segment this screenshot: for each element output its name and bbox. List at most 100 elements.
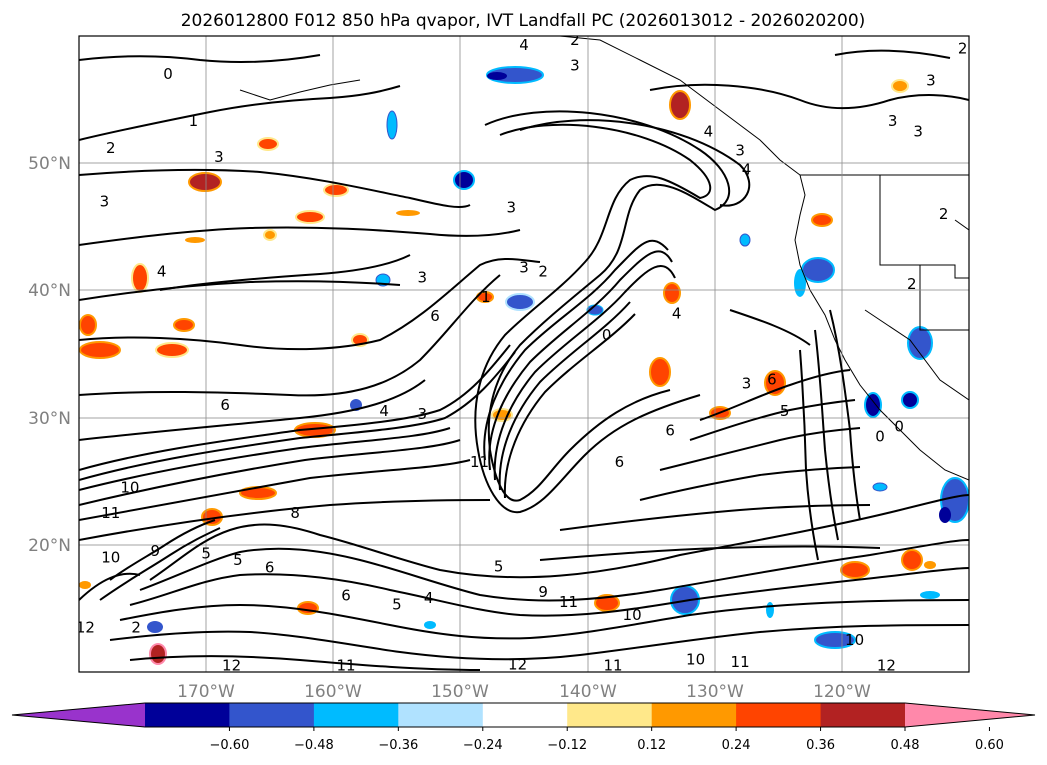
colorbar-tick-label: −0.48 [294, 738, 334, 753]
contour-label: 10 [623, 606, 642, 624]
coastlines [239, 36, 969, 481]
positive-anomaly-patch [323, 183, 349, 197]
contour-label: 6 [220, 396, 230, 414]
negative-anomaly-patch [147, 621, 163, 633]
contour-label: 3 [926, 72, 936, 90]
positive-anomaly-patch [263, 229, 277, 241]
contour-label: 11 [559, 593, 578, 611]
contour-label: 6 [341, 587, 351, 605]
colorbar-segment [398, 703, 484, 727]
colorbar-segment [567, 703, 653, 727]
positive-anomaly-patch [79, 314, 97, 336]
contour-label: 0 [875, 428, 885, 446]
contour-label: 6 [665, 421, 675, 439]
contour-label: 5 [780, 402, 790, 420]
positive-anomaly-patch [669, 90, 691, 120]
contour-label: 0 [894, 418, 904, 436]
negative-anomaly-patch [424, 621, 436, 629]
positive-anomaly-patch [924, 561, 936, 569]
contour-label: 4 [379, 402, 389, 420]
contour-label: 12 [76, 619, 95, 637]
contour-label: 2 [958, 40, 968, 58]
contour-label: 3 [214, 148, 224, 166]
contour-label: 9 [538, 583, 548, 601]
colorbar-tick-label: −0.60 [210, 738, 250, 753]
contour-label: 10 [845, 631, 864, 649]
negative-anomaly-patch [801, 257, 835, 283]
positive-anomaly-patch [79, 581, 91, 589]
positive-anomaly-patch [663, 282, 681, 304]
contour-label: 0 [602, 326, 612, 344]
contour-label: 10 [686, 650, 705, 668]
positive-anomaly-patch [173, 318, 195, 332]
contour-label: 3 [418, 269, 428, 287]
colorbar-segment [313, 703, 399, 727]
contour-label: 3 [888, 112, 898, 130]
negative-anomaly-patch [907, 326, 933, 360]
positive-anomaly-patch [257, 137, 279, 151]
contour-label: 3 [100, 192, 110, 210]
map-background [79, 36, 969, 672]
positive-anomaly-patch [185, 237, 205, 243]
contour-label: 6 [430, 307, 440, 325]
negative-anomaly-patch [814, 631, 856, 649]
contour-label: 12 [508, 655, 527, 673]
colorbar-tick-label: 0.12 [637, 738, 666, 753]
contour-label: 2 [106, 139, 116, 157]
positive-anomaly-patch [891, 79, 909, 93]
negative-anomaly-patch [920, 591, 940, 599]
contour-label: 5 [494, 557, 504, 575]
contour-label: 1 [189, 112, 199, 130]
positive-anomaly-patch [901, 549, 923, 571]
contour-label: 0 [163, 65, 173, 83]
colorbar-tick-label: 0.24 [722, 738, 751, 753]
longitude-labels: 170°W 160°W 150°W 140°W 130°W 120°W [177, 682, 871, 702]
negative-anomaly-patch [872, 482, 888, 492]
positive-anomaly-patch [149, 643, 167, 665]
colorbar-tick-label: −0.12 [547, 738, 587, 753]
positive-anomaly-patch [188, 172, 222, 192]
colorbar-extend-low [12, 703, 145, 727]
contour-label: 3 [742, 374, 752, 392]
negative-anomaly-patch [794, 269, 806, 297]
lat-label: 50°N [28, 154, 71, 174]
contour-label: 2 [538, 262, 548, 280]
contour-label: 3 [507, 199, 517, 217]
contour-label: 11 [470, 453, 489, 471]
colorbar-segment [820, 703, 906, 727]
positive-anomaly-patch [155, 342, 189, 358]
contour-label: 12 [222, 657, 241, 675]
contour-label: 5 [233, 551, 243, 569]
positive-anomaly-patch [840, 561, 870, 579]
colorbar-tick-label: 0.60 [975, 738, 1004, 753]
colorbar-segment [736, 703, 821, 727]
colorbar-segment [229, 703, 315, 727]
contour-label: 3 [519, 259, 529, 277]
contour-label: 3 [418, 405, 428, 423]
negative-anomaly-patch [487, 72, 507, 80]
lon-label: 160°W [304, 682, 362, 702]
negative-anomaly-patch [453, 170, 475, 190]
lon-label: 140°W [559, 682, 617, 702]
figure-title: 2026012800 F012 850 hPa qvapor, IVT Land… [181, 11, 866, 31]
lat-label: 30°N [28, 409, 71, 429]
contour-label: 3 [913, 122, 923, 140]
contour-label: 11 [101, 504, 120, 522]
map-border [78, 35, 970, 673]
contour-label: 12 [877, 657, 896, 675]
contour-label: 4 [742, 161, 752, 179]
lon-label: 170°W [177, 682, 235, 702]
colorbar-segment [482, 703, 568, 727]
contour-label: 4 [704, 122, 714, 140]
contour-label: 6 [767, 370, 777, 388]
negative-anomaly-patch [766, 602, 774, 618]
contour-label: 5 [392, 596, 402, 614]
contour-label: 11 [336, 657, 355, 675]
contour-label: 6 [615, 453, 625, 471]
contour-label: 10 [120, 479, 139, 497]
positive-anomaly-patch [811, 213, 833, 227]
contour-label: 6 [265, 559, 275, 577]
negative-anomaly-patch [901, 391, 919, 409]
